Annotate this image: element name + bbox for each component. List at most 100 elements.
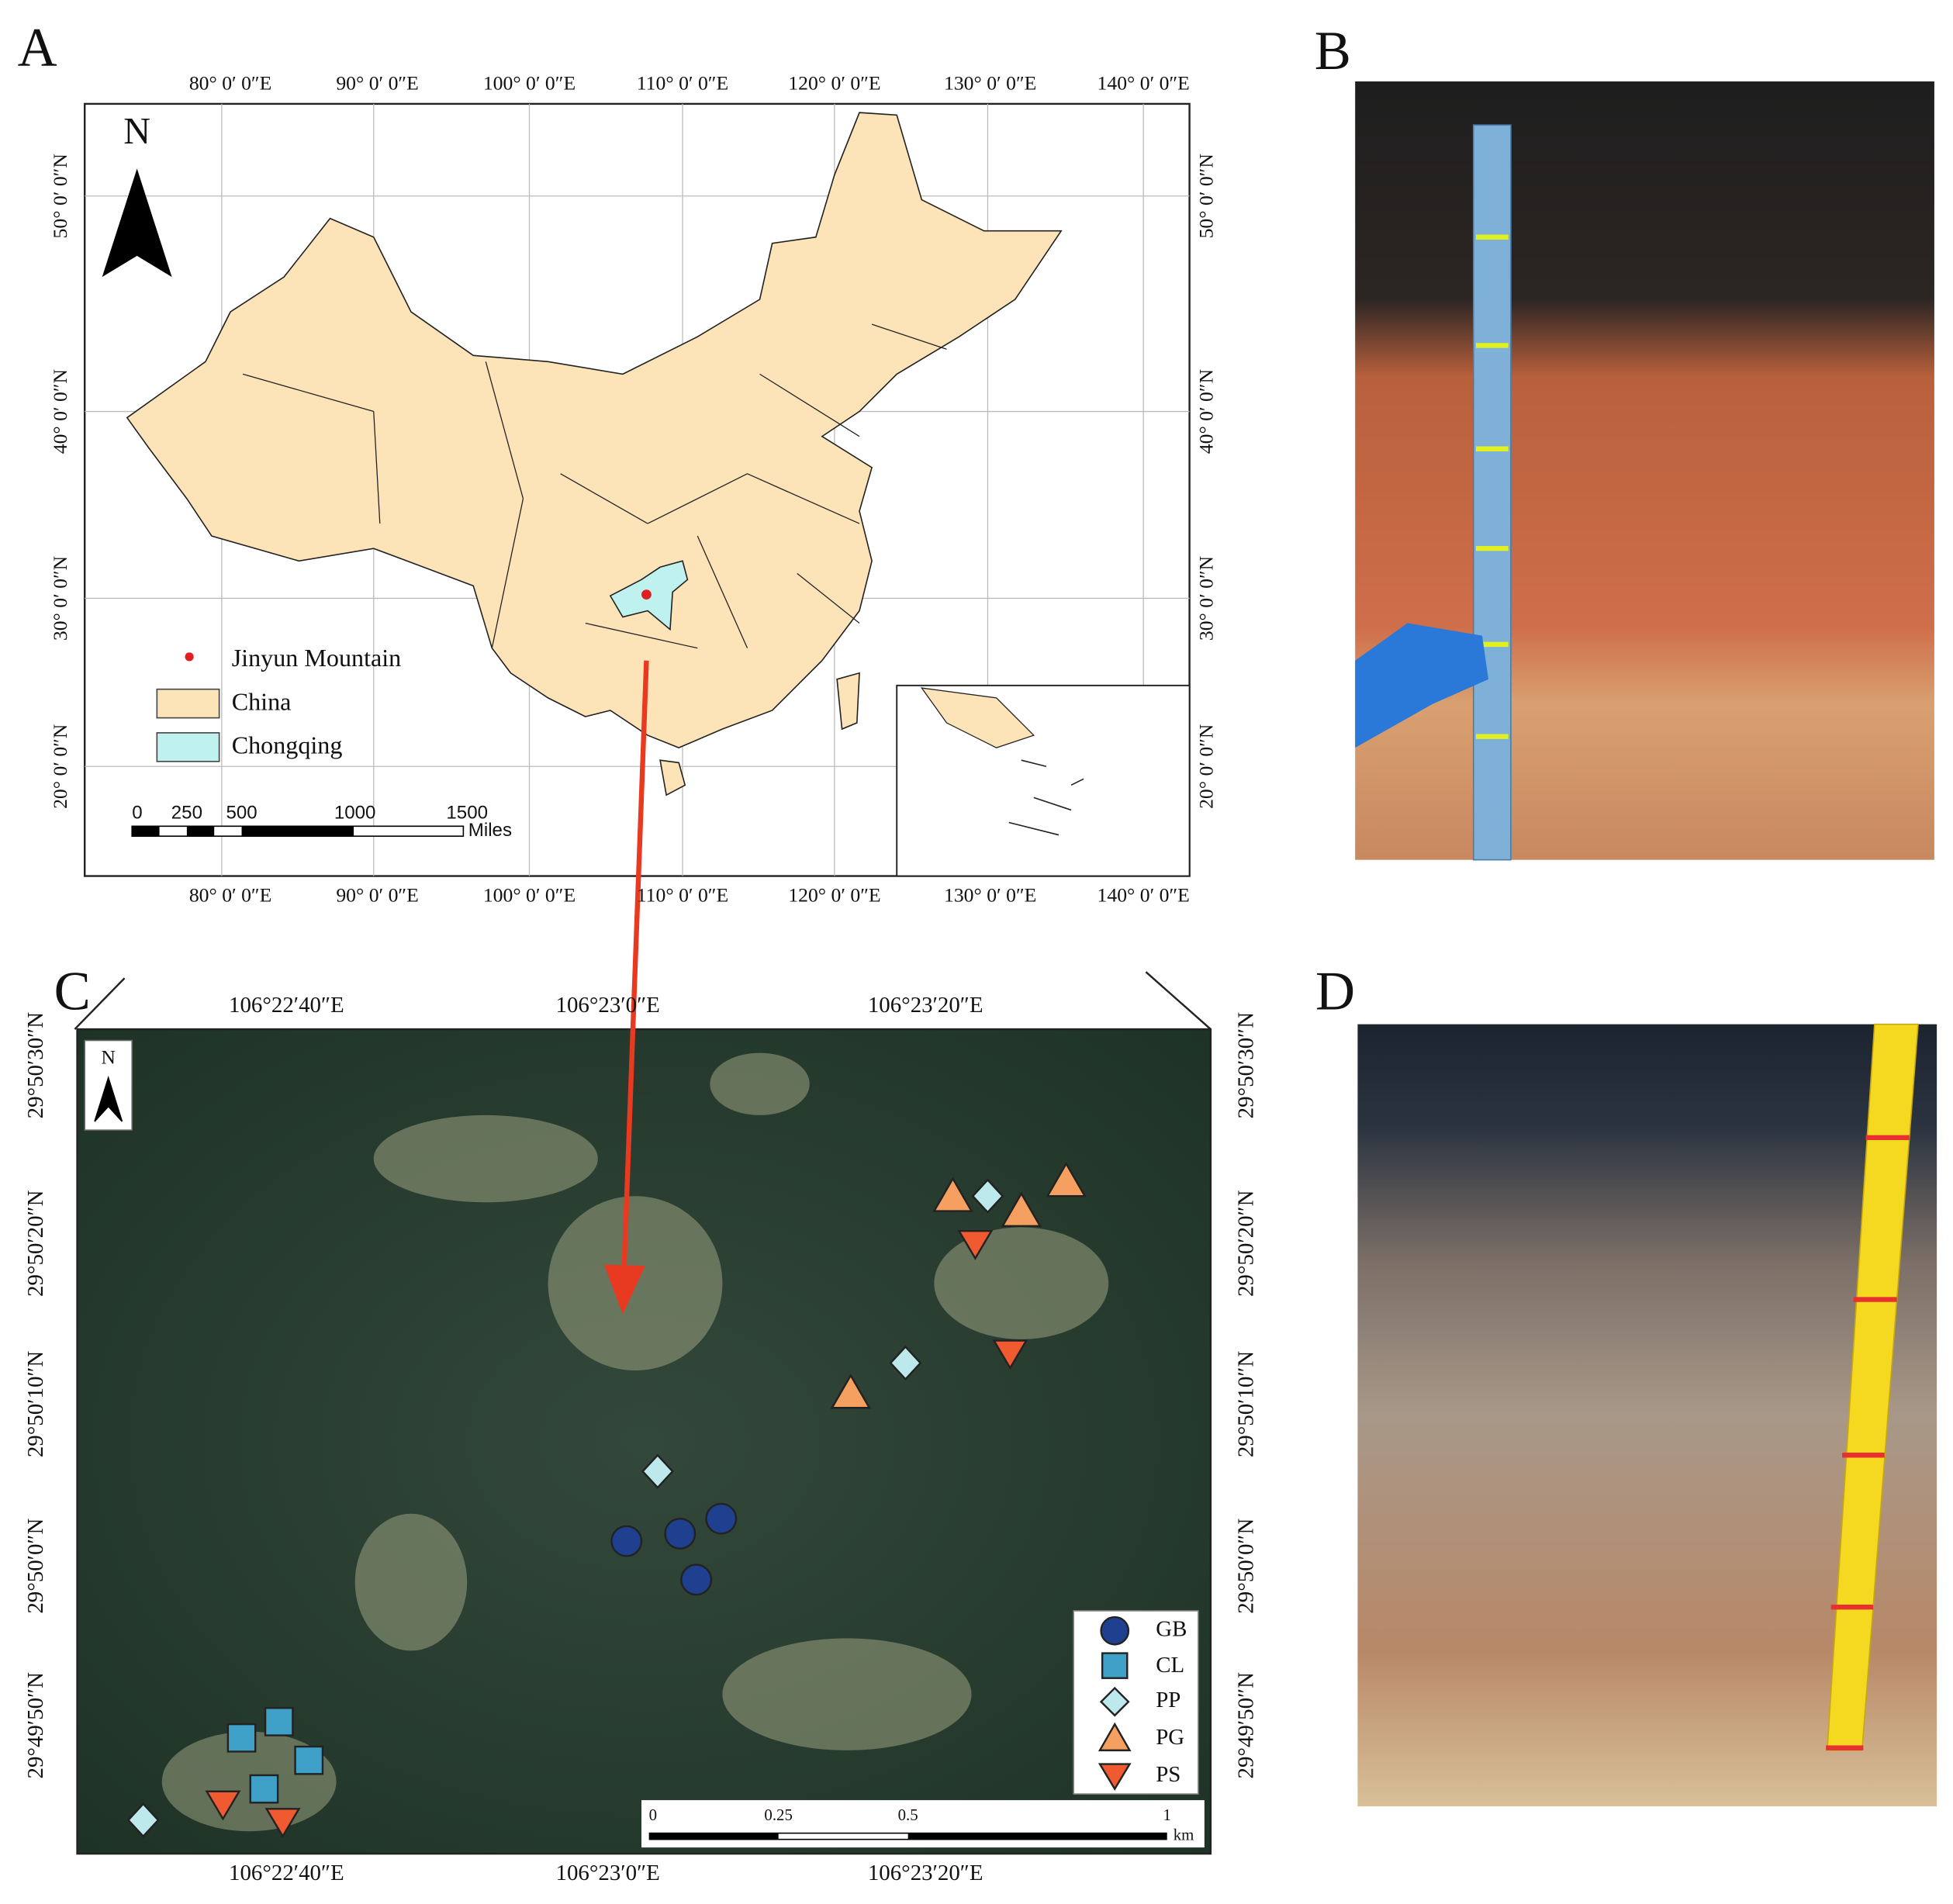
lon-label: 100° 0′ 0″E xyxy=(483,884,576,907)
site-cl xyxy=(226,1723,257,1753)
panel-label: D xyxy=(1315,962,1355,1022)
north-arrow xyxy=(94,1076,123,1122)
lat-label: 29°50′10″N xyxy=(1234,1351,1259,1458)
legend-label: PS xyxy=(1156,1762,1180,1787)
sample-sites xyxy=(126,1162,1087,1839)
lon-label: 130° 0′ 0″E xyxy=(944,72,1036,95)
lat-label: 40° 0′ 0″N xyxy=(1195,369,1218,454)
pointer-arrowhead xyxy=(603,1264,645,1315)
site-pp xyxy=(126,1178,1004,1838)
lat-label: 29°50′20″N xyxy=(1234,1190,1259,1297)
north-arrow xyxy=(102,168,172,278)
lon-label: 106°23′20″E xyxy=(868,1861,983,1885)
site-cl xyxy=(294,1745,324,1775)
scale-label: 1500 xyxy=(446,803,488,824)
province-borders xyxy=(242,323,947,649)
lon-label: 106°22′40″E xyxy=(229,1861,344,1885)
lat-label: 29°50′0″N xyxy=(23,1519,48,1614)
photo-d xyxy=(1357,1023,1937,1807)
zoom-line xyxy=(74,977,126,1030)
lon-label: 80° 0′ 0″E xyxy=(189,884,272,907)
scale-unit: km xyxy=(1174,1825,1194,1844)
soil-photo xyxy=(1355,81,1934,860)
north-label: N xyxy=(123,111,150,152)
legend-label: Chongqing xyxy=(232,731,343,759)
islands xyxy=(659,672,860,797)
lon-label: 140° 0′ 0″E xyxy=(1097,884,1190,907)
lat-label: 20° 0′ 0″N xyxy=(49,724,71,809)
lon-label: 90° 0′ 0″E xyxy=(336,72,419,95)
legend-symbols xyxy=(1097,1615,1132,1791)
lat-label: 29°50′30″N xyxy=(23,1012,48,1119)
legend-label: PP xyxy=(1156,1688,1180,1712)
legend-dot xyxy=(185,652,194,662)
lat-label: 29°50′30″N xyxy=(1234,1012,1259,1119)
site-gb xyxy=(610,1525,643,1557)
panel-label: B xyxy=(1315,21,1351,81)
lon-label: 120° 0′ 0″E xyxy=(788,884,880,907)
lon-label: 140° 0′ 0″E xyxy=(1097,72,1190,95)
panel-label: A xyxy=(18,17,57,78)
site-cl xyxy=(264,1707,294,1736)
scale-unit: Miles xyxy=(468,820,512,841)
jinyun-mountain-dot xyxy=(641,589,652,600)
lon-label: 100° 0′ 0″E xyxy=(483,72,576,95)
lon-label: 106°22′40″E xyxy=(229,993,344,1018)
legend-label: China xyxy=(232,687,292,715)
scale-label: 1 xyxy=(1163,1806,1170,1824)
ruler-marks xyxy=(1826,1135,1910,1750)
lat-label: 20° 0′ 0″N xyxy=(1195,724,1218,809)
lat-label: 50° 0′ 0″N xyxy=(1195,154,1218,238)
lat-label: 50° 0′ 0″N xyxy=(49,154,71,238)
glove xyxy=(1355,623,1489,748)
lat-label: 29°50′0″N xyxy=(1234,1519,1259,1614)
inset-islands xyxy=(1008,759,1084,836)
legend-label: CL xyxy=(1156,1653,1184,1678)
site-pg xyxy=(830,1162,1087,1409)
scale-bar-gap xyxy=(778,1833,908,1839)
lat-label: 30° 0′ 0″N xyxy=(49,556,71,641)
lon-label: 110° 0′ 0″E xyxy=(637,72,728,95)
scale-label: 0 xyxy=(649,1806,657,1824)
north-label: N xyxy=(101,1045,116,1068)
legend-box xyxy=(1073,1610,1199,1795)
china-shape xyxy=(126,112,1063,749)
site-gb xyxy=(680,1564,713,1596)
lon-label: 106°23′0″E xyxy=(556,1861,660,1885)
lon-label: 90° 0′ 0″E xyxy=(336,884,419,907)
site-gb xyxy=(705,1502,738,1535)
lon-label: 110° 0′ 0″E xyxy=(637,884,728,907)
zoom-line xyxy=(1145,971,1212,1030)
lat-label: 29°50′10″N xyxy=(23,1351,48,1458)
lon-label: 130° 0′ 0″E xyxy=(944,884,1036,907)
legend-label: GB xyxy=(1156,1616,1187,1641)
scale-label: 500 xyxy=(226,803,257,824)
map-c xyxy=(74,971,1212,1855)
site-gb xyxy=(664,1517,697,1550)
lon-label: 120° 0′ 0″E xyxy=(788,72,880,95)
ruler xyxy=(1826,1023,1919,1751)
lat-label: 29°49′50″N xyxy=(1234,1672,1259,1779)
lon-label: 106°23′0″E xyxy=(556,993,660,1018)
lat-label: 29°50′20″N xyxy=(23,1190,48,1297)
lon-label: 106°23′20″E xyxy=(868,993,983,1018)
scale-label: 0.25 xyxy=(764,1806,793,1824)
scale-label: 250 xyxy=(171,803,202,824)
scale-box xyxy=(641,1800,1205,1848)
legend-chongqing-swatch xyxy=(156,732,220,762)
scale-label: 0.5 xyxy=(898,1806,918,1824)
panel-label: C xyxy=(54,962,91,1022)
photo-b xyxy=(1355,81,1934,861)
inset-coast xyxy=(920,687,1035,748)
pointer-arrow xyxy=(621,660,649,1271)
scale-bar xyxy=(131,825,465,837)
lat-label: 29°49′50″N xyxy=(23,1672,48,1779)
legend-china-swatch xyxy=(156,688,220,719)
scale-label: 1000 xyxy=(334,803,376,824)
legend-label: PG xyxy=(1156,1725,1184,1750)
north-box xyxy=(84,1039,133,1131)
site-cl xyxy=(249,1774,279,1804)
legend-label: Jinyun Mountain xyxy=(232,644,402,672)
